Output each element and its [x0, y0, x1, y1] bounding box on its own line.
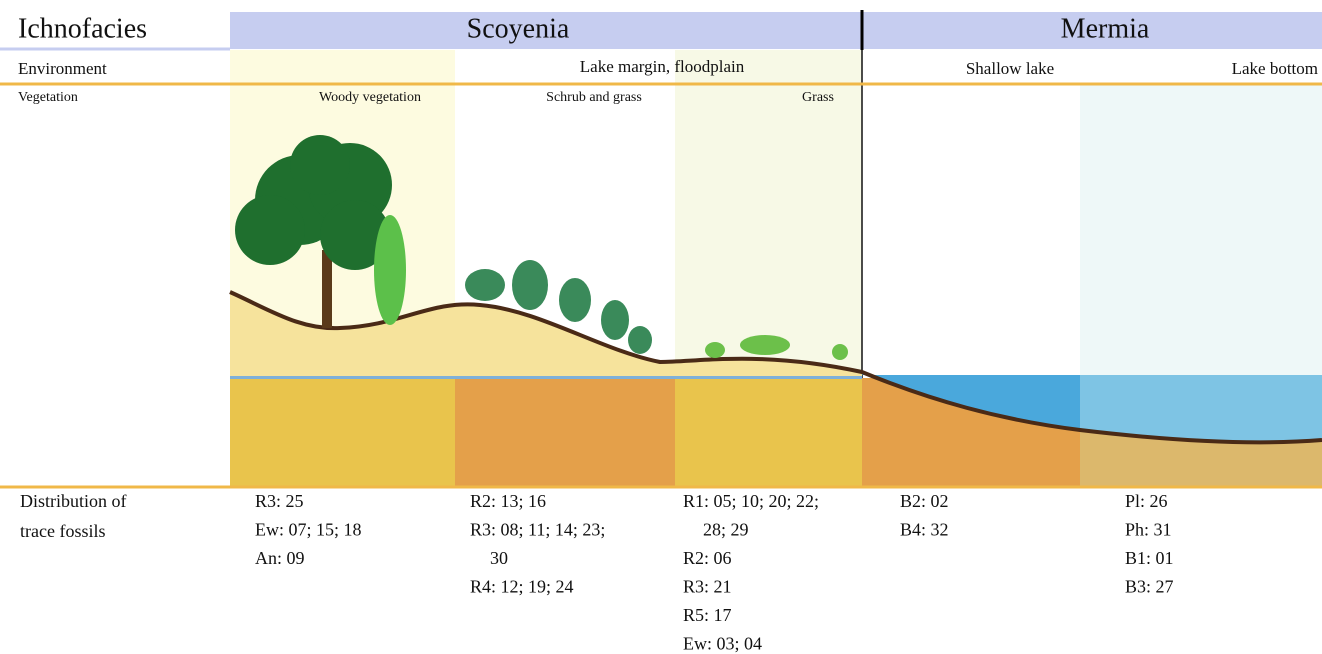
row-label: Distribution of	[20, 491, 127, 511]
trace-fossil-entry: Pl: 26	[1125, 491, 1168, 511]
trace-fossil-entry: Ph: 31	[1125, 520, 1172, 540]
facies-name: Scoyenia	[467, 13, 570, 44]
trace-fossil-entry: R3: 21	[683, 577, 732, 597]
trace-fossil-entry: 30	[490, 548, 508, 568]
environment-zone: Shallow lake	[966, 59, 1054, 78]
row-label: Environment	[18, 59, 107, 78]
tree-trunk	[322, 250, 332, 328]
water	[1080, 375, 1322, 443]
trace-fossil-entry: B3: 27	[1125, 577, 1174, 597]
trace-fossil-entry: Ew: 07; 15; 18	[255, 520, 362, 540]
trace-fossil-entry: An: 09	[255, 548, 305, 568]
shrubs	[465, 260, 652, 354]
trace-fossil-entry: Ew: 03; 04	[683, 634, 762, 654]
trace-fossil-entry: 28; 29	[703, 520, 749, 540]
vegetation-zone: Grass	[802, 90, 834, 105]
facies-name: Mermia	[1061, 13, 1150, 44]
trace-fossil-entry: B1: 01	[1125, 548, 1174, 568]
sediment	[675, 378, 862, 487]
vegetation-zone: Woody vegetation	[319, 90, 421, 105]
header-label: Ichnofacies	[18, 13, 147, 44]
trace-fossil-entry: R3: 08; 11; 14; 23;	[470, 520, 605, 540]
trace-fossil-entry: R2: 06	[683, 548, 732, 568]
tree-crown	[235, 135, 392, 270]
trace-fossil-entry: B4: 32	[900, 520, 949, 540]
grass	[705, 335, 848, 360]
trace-fossil-entry: R5: 17	[683, 605, 732, 625]
vegetation-zone: Schrub and grass	[546, 90, 642, 105]
environment-zone: Lake bottom	[1232, 59, 1318, 78]
row-label: Vegetation	[18, 90, 78, 105]
trace-fossil-entry: R4: 12; 19; 24	[470, 577, 574, 597]
trace-fossil-entry: B2: 02	[900, 491, 949, 511]
zone-bg	[675, 50, 862, 380]
water	[862, 372, 1080, 430]
trace-fossil-entry: R2: 13; 16	[470, 491, 546, 511]
ground-surface	[229, 290, 1322, 445]
header-band	[230, 12, 1322, 49]
row-label: trace fossils	[20, 521, 105, 541]
sediment	[230, 378, 455, 487]
land	[230, 292, 862, 376]
trace-fossil-entry: R1: 05; 10; 20; 22;	[683, 491, 819, 511]
trace-fossil-entry: R3: 25	[255, 491, 304, 511]
zone-bg	[1080, 84, 1322, 380]
shrub	[374, 215, 406, 325]
sediment	[455, 378, 675, 487]
environment-zone: Lake margin, floodplain	[580, 57, 745, 76]
